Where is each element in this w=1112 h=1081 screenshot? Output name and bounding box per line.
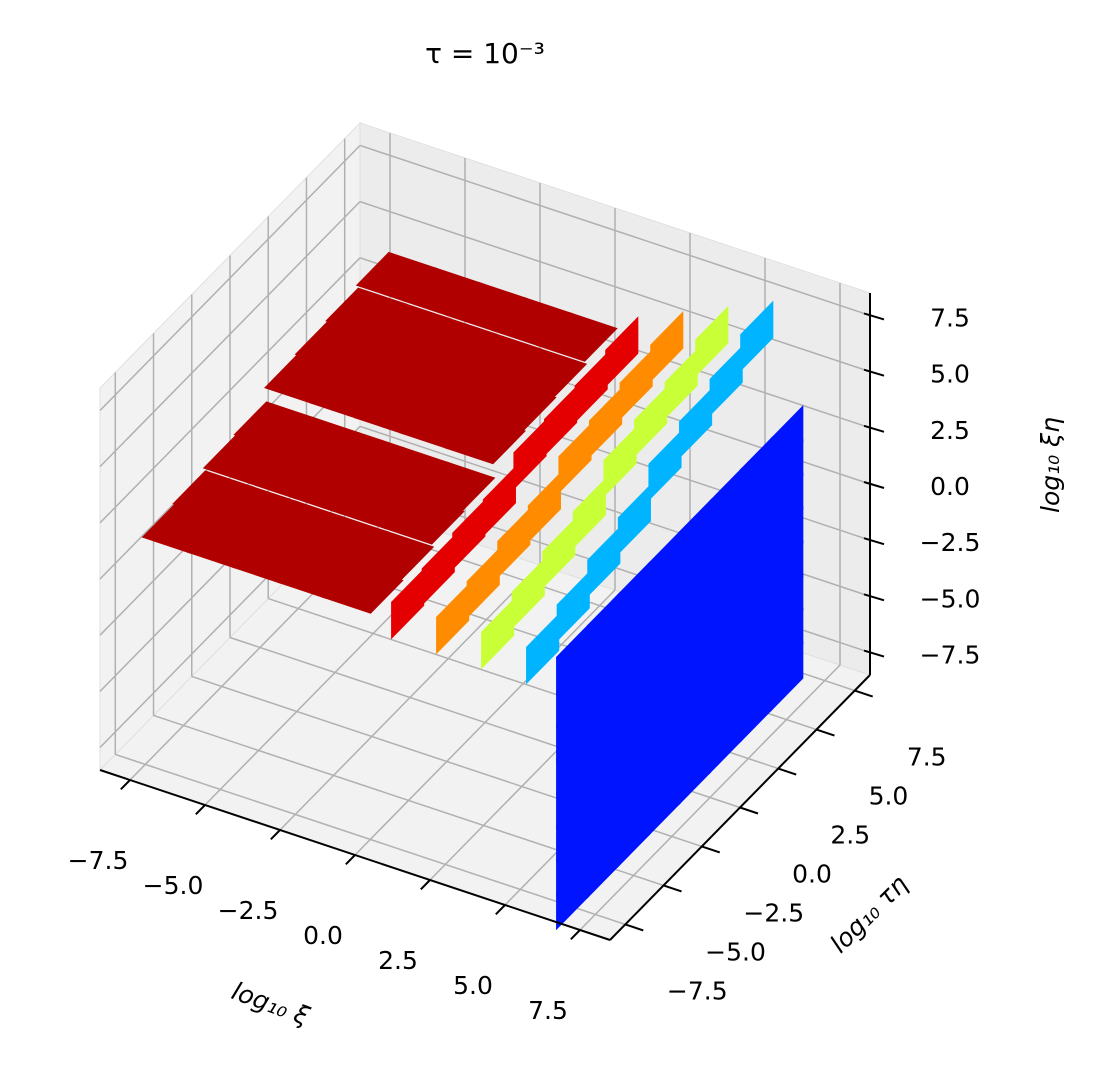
scatter-point bbox=[556, 623, 590, 695]
x-tick-label: −5.0 bbox=[143, 871, 204, 900]
y-tick-label: 5.0 bbox=[869, 782, 909, 811]
tick-mark bbox=[854, 689, 874, 698]
tick-mark bbox=[863, 593, 885, 602]
grid-line bbox=[99, 144, 361, 411]
scatter-point bbox=[587, 526, 621, 598]
z-tick-label: 0.0 bbox=[930, 472, 970, 501]
scatter-point bbox=[526, 613, 560, 685]
scatter-point bbox=[382, 494, 465, 545]
scatter-point bbox=[558, 422, 592, 494]
tick-mark bbox=[863, 537, 885, 546]
y-tick-label: −5.0 bbox=[705, 937, 766, 966]
scatter-point bbox=[321, 563, 404, 614]
grid-line bbox=[359, 200, 871, 373]
tick-mark bbox=[345, 854, 356, 866]
tick-mark bbox=[195, 804, 206, 816]
grid-line bbox=[115, 753, 626, 926]
tick-mark bbox=[863, 312, 885, 321]
x-tick-label: −2.5 bbox=[218, 896, 279, 925]
tick-mark bbox=[863, 481, 885, 489]
scatter-point bbox=[391, 568, 425, 640]
grid-line bbox=[99, 201, 361, 468]
tick-mark bbox=[863, 368, 885, 377]
x-axis-label: log₁₀ ξ bbox=[228, 976, 314, 1031]
tick-mark bbox=[863, 424, 885, 433]
z-tick-label: 5.0 bbox=[930, 360, 970, 389]
tick-mark bbox=[570, 929, 581, 941]
tick-mark bbox=[624, 923, 644, 932]
tick-mark bbox=[663, 884, 682, 893]
z-tick-label: −2.5 bbox=[920, 528, 981, 557]
z-tick-label: −5.0 bbox=[920, 584, 981, 613]
tick-mark bbox=[120, 779, 131, 791]
tick-mark bbox=[270, 829, 281, 841]
y-tick-label: 7.5 bbox=[907, 743, 947, 772]
scatter-point bbox=[513, 418, 547, 490]
z-tick-label: −7.5 bbox=[920, 641, 981, 670]
z-tick-label: 2.5 bbox=[930, 416, 970, 445]
y-tick-label: 0.0 bbox=[792, 860, 832, 889]
y-tick-label: −2.5 bbox=[743, 898, 804, 927]
x-tick-label: −7.5 bbox=[68, 846, 129, 875]
tick-mark bbox=[816, 728, 835, 737]
tick-mark bbox=[863, 649, 885, 658]
scatter-point bbox=[603, 426, 637, 498]
y-tick-label: 2.5 bbox=[830, 821, 870, 850]
y-tick-label: −7.5 bbox=[667, 976, 728, 1005]
y-axis-label: log₁₀ τη bbox=[824, 869, 913, 958]
x-tick-label: 0.0 bbox=[303, 921, 343, 950]
scatter-point bbox=[535, 311, 618, 362]
scatter-point bbox=[436, 583, 470, 655]
scatter-point bbox=[481, 598, 515, 670]
scatter-point bbox=[444, 414, 526, 465]
scatter-point bbox=[740, 300, 774, 372]
tick-mark bbox=[777, 767, 797, 776]
tick-mark bbox=[495, 904, 506, 916]
x-tick-label: 2.5 bbox=[378, 946, 418, 975]
z-tick-label: 7.5 bbox=[930, 303, 970, 332]
tick-mark bbox=[701, 845, 721, 854]
z-axis-label: log₁₀ ξη bbox=[1036, 417, 1065, 513]
tick-mark bbox=[739, 806, 759, 815]
tick-mark bbox=[420, 879, 431, 891]
x-tick-label: 5.0 bbox=[453, 971, 493, 1000]
chart-title: τ = 10⁻³ bbox=[425, 37, 545, 70]
scatter-point bbox=[648, 430, 682, 502]
grid-line bbox=[99, 257, 361, 524]
grid-line bbox=[359, 144, 871, 317]
x-tick-label: 7.5 bbox=[528, 996, 568, 1025]
